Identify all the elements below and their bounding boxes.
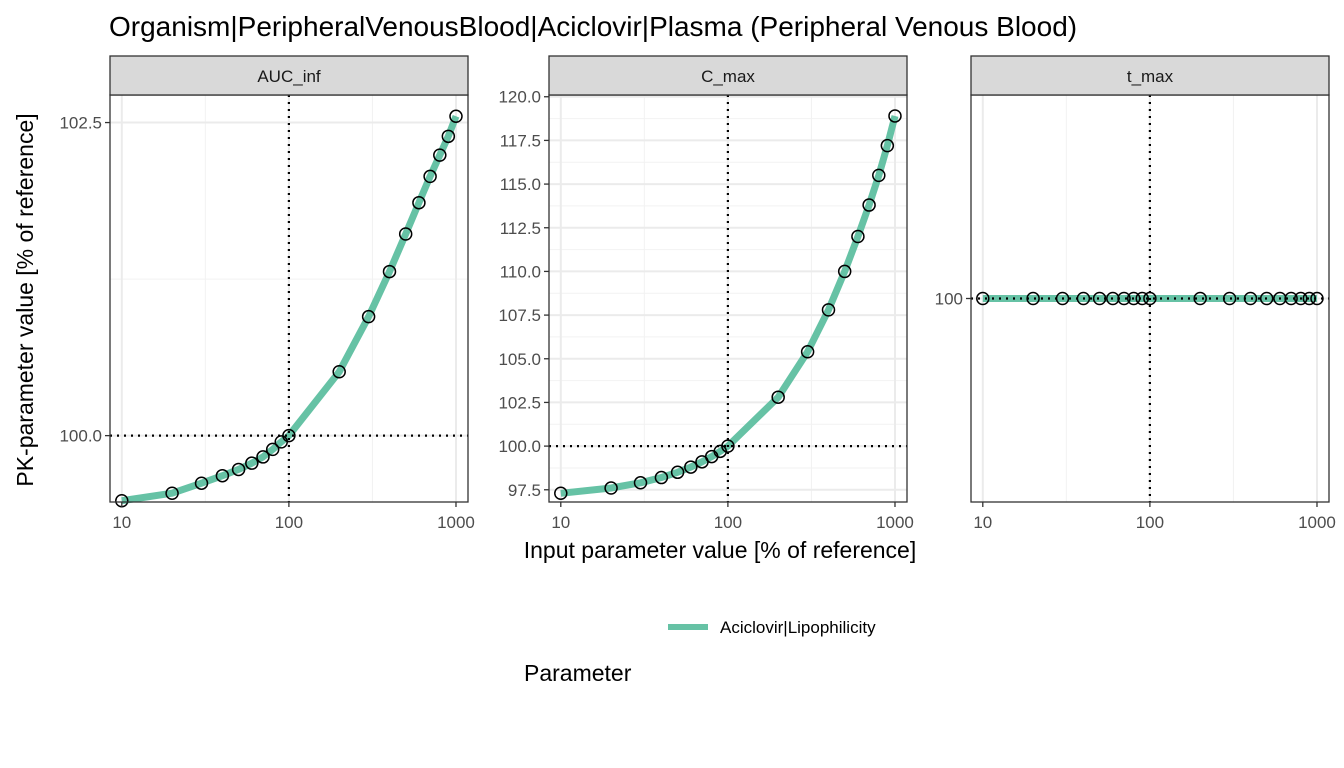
data-point	[1284, 291, 1298, 306]
data-point	[231, 462, 246, 477]
data-point	[837, 264, 852, 279]
data-point	[194, 476, 209, 490]
panel-C_max: C_max 10 100 1000 97.5 100.0 102.5 105.0 107.5 11…	[498, 55, 914, 532]
panel-AUC_inf: AUC_inf 10 100 1000 100.0 102.5	[59, 55, 475, 532]
data-point	[441, 129, 456, 144]
data-point	[265, 442, 280, 457]
x-tick-label: 1000	[437, 513, 475, 532]
data-point	[256, 450, 270, 464]
data-point	[1076, 291, 1091, 306]
chart-title: Organism|PeripheralVenousBlood|Aciclovir…	[109, 11, 1077, 42]
data-point	[361, 309, 376, 324]
x-tick-label: 1000	[876, 513, 914, 532]
y-tick-label: 100	[935, 290, 963, 309]
strip-label-t_max: t_max	[1127, 67, 1174, 86]
x-axis-title: Input parameter value [% of reference]	[524, 537, 917, 563]
data-point	[1106, 291, 1120, 306]
data-point	[245, 456, 259, 470]
y-tick-label: 102.5	[498, 393, 541, 412]
legend-title: Parameter	[524, 660, 632, 686]
x-tick-label: 100	[1136, 513, 1164, 532]
data-point	[888, 109, 902, 123]
data-point	[332, 365, 346, 379]
y-tick-label: 107.5	[498, 306, 541, 325]
data-point	[604, 481, 618, 495]
y-tick-label: 115.0	[500, 175, 541, 194]
strip-background	[109, 55, 469, 96]
data-point	[433, 148, 447, 162]
data-point	[654, 470, 669, 485]
data-point	[862, 198, 876, 212]
data-point	[554, 486, 568, 501]
data-point	[1302, 291, 1317, 306]
data-point	[282, 428, 296, 443]
data-point	[1294, 291, 1308, 306]
data-point	[449, 109, 463, 124]
data-point	[1259, 291, 1274, 306]
data-point	[165, 486, 179, 500]
data-point	[398, 227, 413, 241]
legend: Aciclovir|Lipophilicity Parameter	[524, 618, 876, 686]
y-tick-label: 112.5	[500, 219, 541, 238]
data-point	[851, 229, 865, 244]
data-point	[423, 169, 437, 184]
y-tick-label: 100.0	[498, 437, 541, 456]
data-point	[412, 195, 426, 210]
data-point	[633, 476, 648, 490]
data-point	[1310, 291, 1324, 306]
data-point	[1055, 291, 1070, 306]
y-axis-title: PK-parameter value [% of reference]	[12, 113, 38, 486]
y-tick-label: 110.0	[500, 262, 541, 281]
data-point	[1222, 291, 1237, 306]
data-point	[872, 168, 886, 183]
data-point	[1193, 291, 1207, 306]
data-point	[800, 345, 815, 359]
data-point	[382, 264, 397, 279]
x-tick-label: 10	[551, 513, 570, 532]
strip-label-AUC_inf: AUC_inf	[257, 67, 321, 86]
series-line-AUC_inf	[121, 115, 460, 505]
data-point	[721, 439, 735, 453]
x-tick-label: 100	[714, 513, 742, 532]
data-point	[1143, 291, 1157, 306]
data-point	[1135, 291, 1149, 306]
x-tick-label: 10	[973, 513, 992, 532]
x-tick-label: 1000	[1298, 513, 1336, 532]
y-tick-label: 102.5	[59, 114, 102, 133]
y-tick-label: 97.5	[508, 481, 541, 500]
data-point	[1092, 291, 1107, 306]
data-point	[215, 468, 230, 483]
y-tick-label: 117.5	[500, 131, 541, 150]
x-tick-label: 100	[275, 513, 303, 532]
data-point	[1117, 291, 1131, 306]
data-point	[670, 465, 685, 480]
data-point	[684, 460, 698, 474]
data-point	[1026, 291, 1040, 306]
y-tick-label: 105.0	[498, 350, 541, 369]
data-point	[976, 291, 990, 306]
data-point	[880, 138, 895, 153]
x-tick-label: 10	[112, 513, 131, 532]
data-point	[821, 303, 836, 317]
strip-label-C_max: C_max	[701, 67, 755, 86]
legend-series-label: Aciclovir|Lipophilicity	[720, 618, 876, 637]
data-point	[771, 390, 785, 404]
data-point	[1273, 291, 1287, 306]
strip-background	[548, 55, 908, 96]
y-tick-label: 100.0	[59, 427, 102, 446]
y-tick-label: 120.0	[498, 88, 541, 107]
panels: AUC_inf 10 100 1000 100.0 102.5 C_max 10 100 1000…	[59, 55, 1336, 532]
data-point	[1126, 291, 1141, 306]
panel-t_max: t_max 10 100 1000 100	[935, 55, 1336, 532]
data-point	[1243, 291, 1258, 306]
strip-background	[970, 55, 1330, 96]
